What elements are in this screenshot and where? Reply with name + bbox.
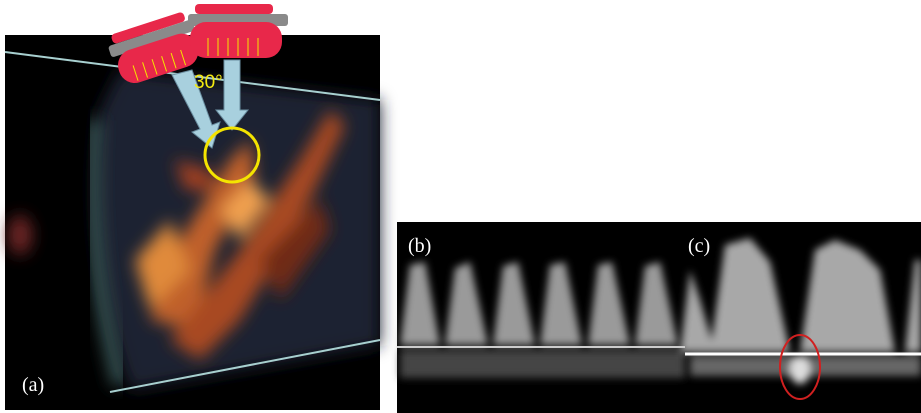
panel-bc: (b) (c): [397, 222, 921, 413]
panel-label: (c): [688, 235, 710, 257]
figure: 30° (a) (b) (c): [0, 0, 921, 413]
panel-a: 30° (a): [5, 4, 380, 410]
panel-label: (b): [408, 235, 431, 257]
angle-label: 30°: [194, 72, 223, 93]
probe: [188, 4, 288, 58]
panel-label: (a): [22, 374, 44, 396]
